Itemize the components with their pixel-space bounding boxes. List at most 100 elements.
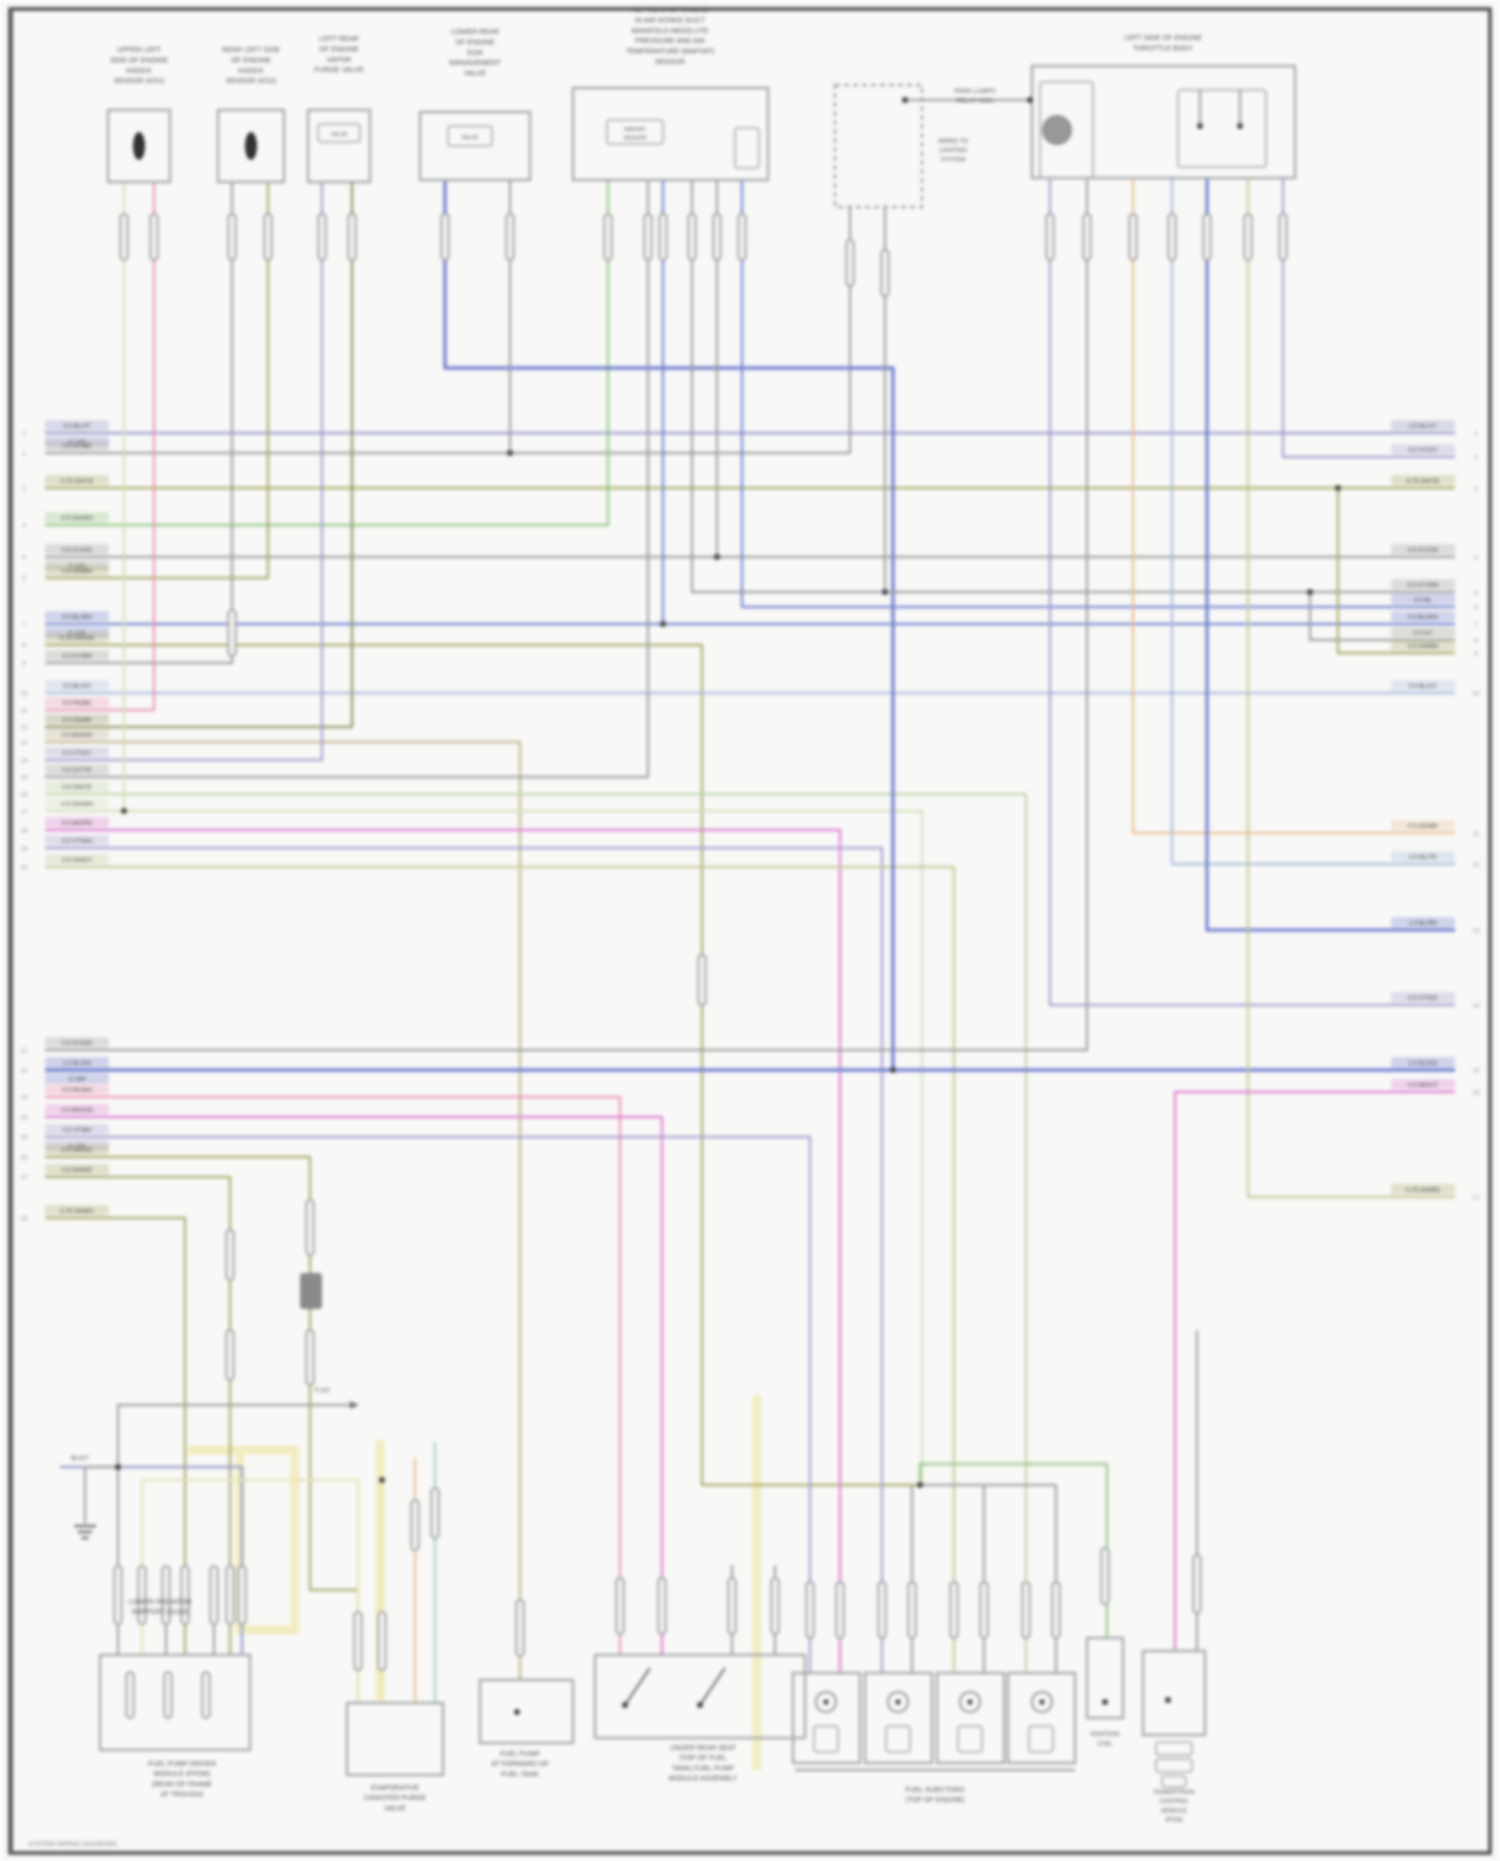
left-row-number: 7 bbox=[22, 622, 26, 629]
right-row-number: 10 bbox=[1472, 691, 1480, 698]
left-wire-code-bg bbox=[45, 440, 109, 451]
component-box-ks1 bbox=[106, 108, 172, 184]
pcm-chain-2 bbox=[1155, 1758, 1193, 1773]
label-egr: LOWER REAR bbox=[451, 27, 499, 36]
injector-coil-1-dot bbox=[823, 1699, 829, 1705]
left-wire-code-bg bbox=[45, 475, 109, 486]
connector-capsule bbox=[237, 1565, 247, 1625]
left-row-number: 19 bbox=[20, 846, 28, 853]
left-row-number: 13 bbox=[20, 740, 28, 747]
left-wire-code: 0.75 GN/YE bbox=[60, 478, 93, 485]
left-row-number: 11 bbox=[21, 708, 28, 715]
left-row-number: 27 bbox=[20, 1175, 28, 1182]
splice-arrow bbox=[350, 1401, 359, 1409]
junction-dot bbox=[121, 808, 127, 814]
connector-capsule bbox=[687, 213, 697, 261]
left-row-number: 20 bbox=[20, 865, 28, 872]
right-wire-code-bg bbox=[1391, 1079, 1455, 1090]
switch-diag-1 bbox=[624, 1667, 651, 1706]
connector-capsule bbox=[1082, 213, 1092, 261]
label-splice: S-110 bbox=[314, 1388, 330, 1394]
pcm-chain-3 bbox=[1161, 1775, 1187, 1788]
label-purge-valve: EVAPORATIVE bbox=[371, 1785, 420, 1792]
label-fuel-sender: FUEL PUMP bbox=[500, 1751, 540, 1758]
right-row-number: 12 bbox=[1472, 862, 1480, 869]
label-ground: SUPPORT (G104) bbox=[131, 1609, 188, 1616]
connector-capsule bbox=[1051, 1581, 1061, 1639]
label-fuel-sender: AT FORWARD OF bbox=[491, 1761, 549, 1768]
left-row-number: 22 bbox=[20, 1068, 28, 1075]
label-map: MANIFOLD ABSOLUTE bbox=[631, 26, 708, 35]
connector-capsule bbox=[149, 213, 159, 261]
row-9 bbox=[45, 182, 234, 665]
connector-capsule bbox=[180, 1565, 190, 1625]
label-fpdm: AT TROUGH) bbox=[161, 1792, 204, 1799]
left-wire-code: 0.5 BL/VT bbox=[63, 423, 91, 430]
right-row-number: 5 bbox=[1474, 590, 1478, 597]
right-wire-code-bg bbox=[1391, 444, 1455, 455]
left-wire-code-bg bbox=[45, 420, 109, 431]
left-wire-code: 0.75 GN/OG bbox=[60, 635, 95, 642]
label-pcm: MODULE bbox=[1161, 1808, 1187, 1814]
wire-map-gray-b bbox=[690, 180, 1455, 594]
right-row-number: 14 bbox=[1472, 1003, 1480, 1010]
connector-capsule bbox=[353, 1611, 363, 1671]
wire-map-blue-b bbox=[740, 180, 1455, 609]
connector-capsule bbox=[603, 213, 613, 261]
right-wire-code-bg bbox=[1391, 420, 1455, 431]
row-24 bbox=[45, 1115, 664, 1655]
label-egr: OF ENGINE bbox=[455, 37, 495, 46]
component-box-fuel-pump bbox=[593, 1653, 807, 1740]
row-12 bbox=[45, 182, 354, 729]
left-wire-code: 0.5 BL/GY bbox=[63, 683, 92, 690]
left-row-number: 26 bbox=[20, 1155, 28, 1162]
connector-capsule bbox=[1045, 213, 1055, 261]
connector-capsule bbox=[137, 1565, 147, 1625]
right-wire-code: 0.5 BL/VT bbox=[1409, 423, 1437, 430]
label-purge-valve: VALVE bbox=[384, 1805, 406, 1812]
left-wire-code: 0.5 GY/OG bbox=[62, 547, 93, 554]
connector-capsule bbox=[1100, 1547, 1110, 1605]
label-footer: SYSTEM WIRING DIAGRAMS bbox=[28, 1841, 118, 1848]
connector-capsule bbox=[1243, 213, 1253, 261]
wire-tb-violet2 bbox=[1281, 178, 1455, 459]
right-wire-code-bg bbox=[1391, 1184, 1455, 1195]
left-row-number: 8 bbox=[22, 643, 26, 650]
right-row-number: 9 bbox=[1474, 651, 1478, 658]
left-wire-code-bg bbox=[45, 1124, 109, 1135]
connector-capsule bbox=[377, 1611, 387, 1671]
label-map: TOP REAR OF ENGINE bbox=[631, 5, 709, 14]
row-15 bbox=[45, 180, 650, 779]
wire-tb-blue bbox=[1205, 178, 1455, 932]
right-wire-code: 0.75 GN/YE bbox=[1406, 478, 1439, 485]
injector-coil-2-dot bbox=[895, 1699, 901, 1705]
component-box-purge bbox=[306, 108, 372, 184]
left-wire-code-bg bbox=[45, 1084, 109, 1095]
right-wire-code: 1.0 BL/OG bbox=[1408, 1060, 1437, 1067]
row-11 bbox=[45, 182, 156, 712]
wire-tb-violet bbox=[1048, 178, 1455, 1007]
connector-capsule bbox=[1128, 213, 1138, 261]
wire-ground-branch bbox=[83, 1465, 118, 1523]
junction-dot bbox=[917, 1482, 923, 1488]
label-coil: COIL bbox=[1097, 1741, 1113, 1748]
connector-capsule bbox=[770, 1577, 780, 1635]
right-wire-code-bg bbox=[1391, 640, 1455, 651]
label-relay-sub: WIRED TO bbox=[938, 139, 968, 145]
left-row-number: 21 bbox=[20, 1048, 28, 1055]
right-wire-code: 0.5 GY/WH bbox=[1407, 582, 1438, 589]
injector-coil-3-dot bbox=[967, 1699, 973, 1705]
connector-capsule bbox=[119, 213, 129, 261]
connector-capsule bbox=[805, 1581, 815, 1639]
right-row-number: 11 bbox=[1473, 831, 1480, 838]
left-wire-code: 0.5 GN/RD bbox=[62, 1167, 93, 1174]
connector-capsule bbox=[712, 213, 722, 261]
right-row-number: 4 bbox=[1474, 555, 1478, 562]
right-wire-code: 0.5 BL/WH bbox=[1408, 614, 1438, 621]
row-23 bbox=[45, 1095, 622, 1655]
component-box-ks2 bbox=[216, 108, 286, 184]
connector-capsule bbox=[263, 213, 273, 261]
connector-capsule bbox=[1202, 213, 1212, 261]
right-wire-code-bg bbox=[1391, 992, 1455, 1003]
